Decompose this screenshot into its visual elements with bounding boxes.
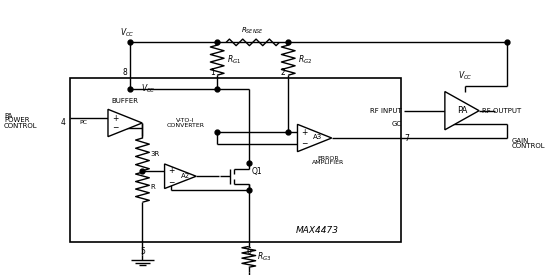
Text: GAIN: GAIN xyxy=(512,138,529,144)
Text: V-TO-I: V-TO-I xyxy=(177,118,195,123)
Text: CONTROL: CONTROL xyxy=(512,143,546,149)
Text: $V_{CC}$: $V_{CC}$ xyxy=(141,83,156,95)
Text: CONVERTER: CONVERTER xyxy=(167,123,205,128)
Text: +: + xyxy=(301,128,307,137)
Text: $R_{G2}$: $R_{G2}$ xyxy=(298,54,312,67)
Text: 8: 8 xyxy=(123,68,128,76)
Text: −: − xyxy=(301,139,307,148)
Text: AMPLIFIER: AMPLIFIER xyxy=(312,160,344,165)
Text: 2: 2 xyxy=(281,68,285,76)
Text: −: − xyxy=(168,178,174,187)
Text: PC: PC xyxy=(79,120,87,125)
Text: $V_{CC}$: $V_{CC}$ xyxy=(458,70,473,82)
Text: PA: PA xyxy=(4,113,13,119)
Text: 7: 7 xyxy=(404,134,409,142)
Text: +: + xyxy=(112,113,119,123)
Polygon shape xyxy=(108,109,142,137)
Text: PA: PA xyxy=(457,106,467,115)
Text: R: R xyxy=(150,184,155,190)
Text: $R_{G3}$: $R_{G3}$ xyxy=(257,251,271,263)
Text: CONTROL: CONTROL xyxy=(4,123,37,129)
Text: RF OUTPUT: RF OUTPUT xyxy=(482,108,521,114)
Text: +: + xyxy=(168,166,174,175)
Text: GC: GC xyxy=(391,121,401,127)
Text: RF INPUT: RF INPUT xyxy=(370,108,402,114)
Polygon shape xyxy=(164,164,196,189)
Text: BUFFER: BUFFER xyxy=(112,98,139,104)
Text: 3R: 3R xyxy=(150,152,159,157)
Polygon shape xyxy=(298,124,332,152)
Text: 5: 5 xyxy=(140,247,145,256)
Text: $R_{SENSE}$: $R_{SENSE}$ xyxy=(241,25,264,36)
Text: MAX4473: MAX4473 xyxy=(296,226,339,235)
Text: −: − xyxy=(112,123,119,132)
Text: Q1: Q1 xyxy=(252,167,262,176)
Text: ERROR: ERROR xyxy=(317,156,339,161)
Text: $V_{CC}$: $V_{CC}$ xyxy=(120,26,135,39)
Text: $R_{G1}$: $R_{G1}$ xyxy=(227,54,241,67)
Text: 6: 6 xyxy=(246,247,251,256)
Text: A2: A2 xyxy=(181,173,190,179)
Text: 1: 1 xyxy=(210,68,215,76)
Text: A3: A3 xyxy=(312,134,322,140)
Bar xyxy=(70,78,402,242)
Text: POWER: POWER xyxy=(4,117,30,123)
Text: 4: 4 xyxy=(60,118,65,128)
Polygon shape xyxy=(445,92,479,130)
